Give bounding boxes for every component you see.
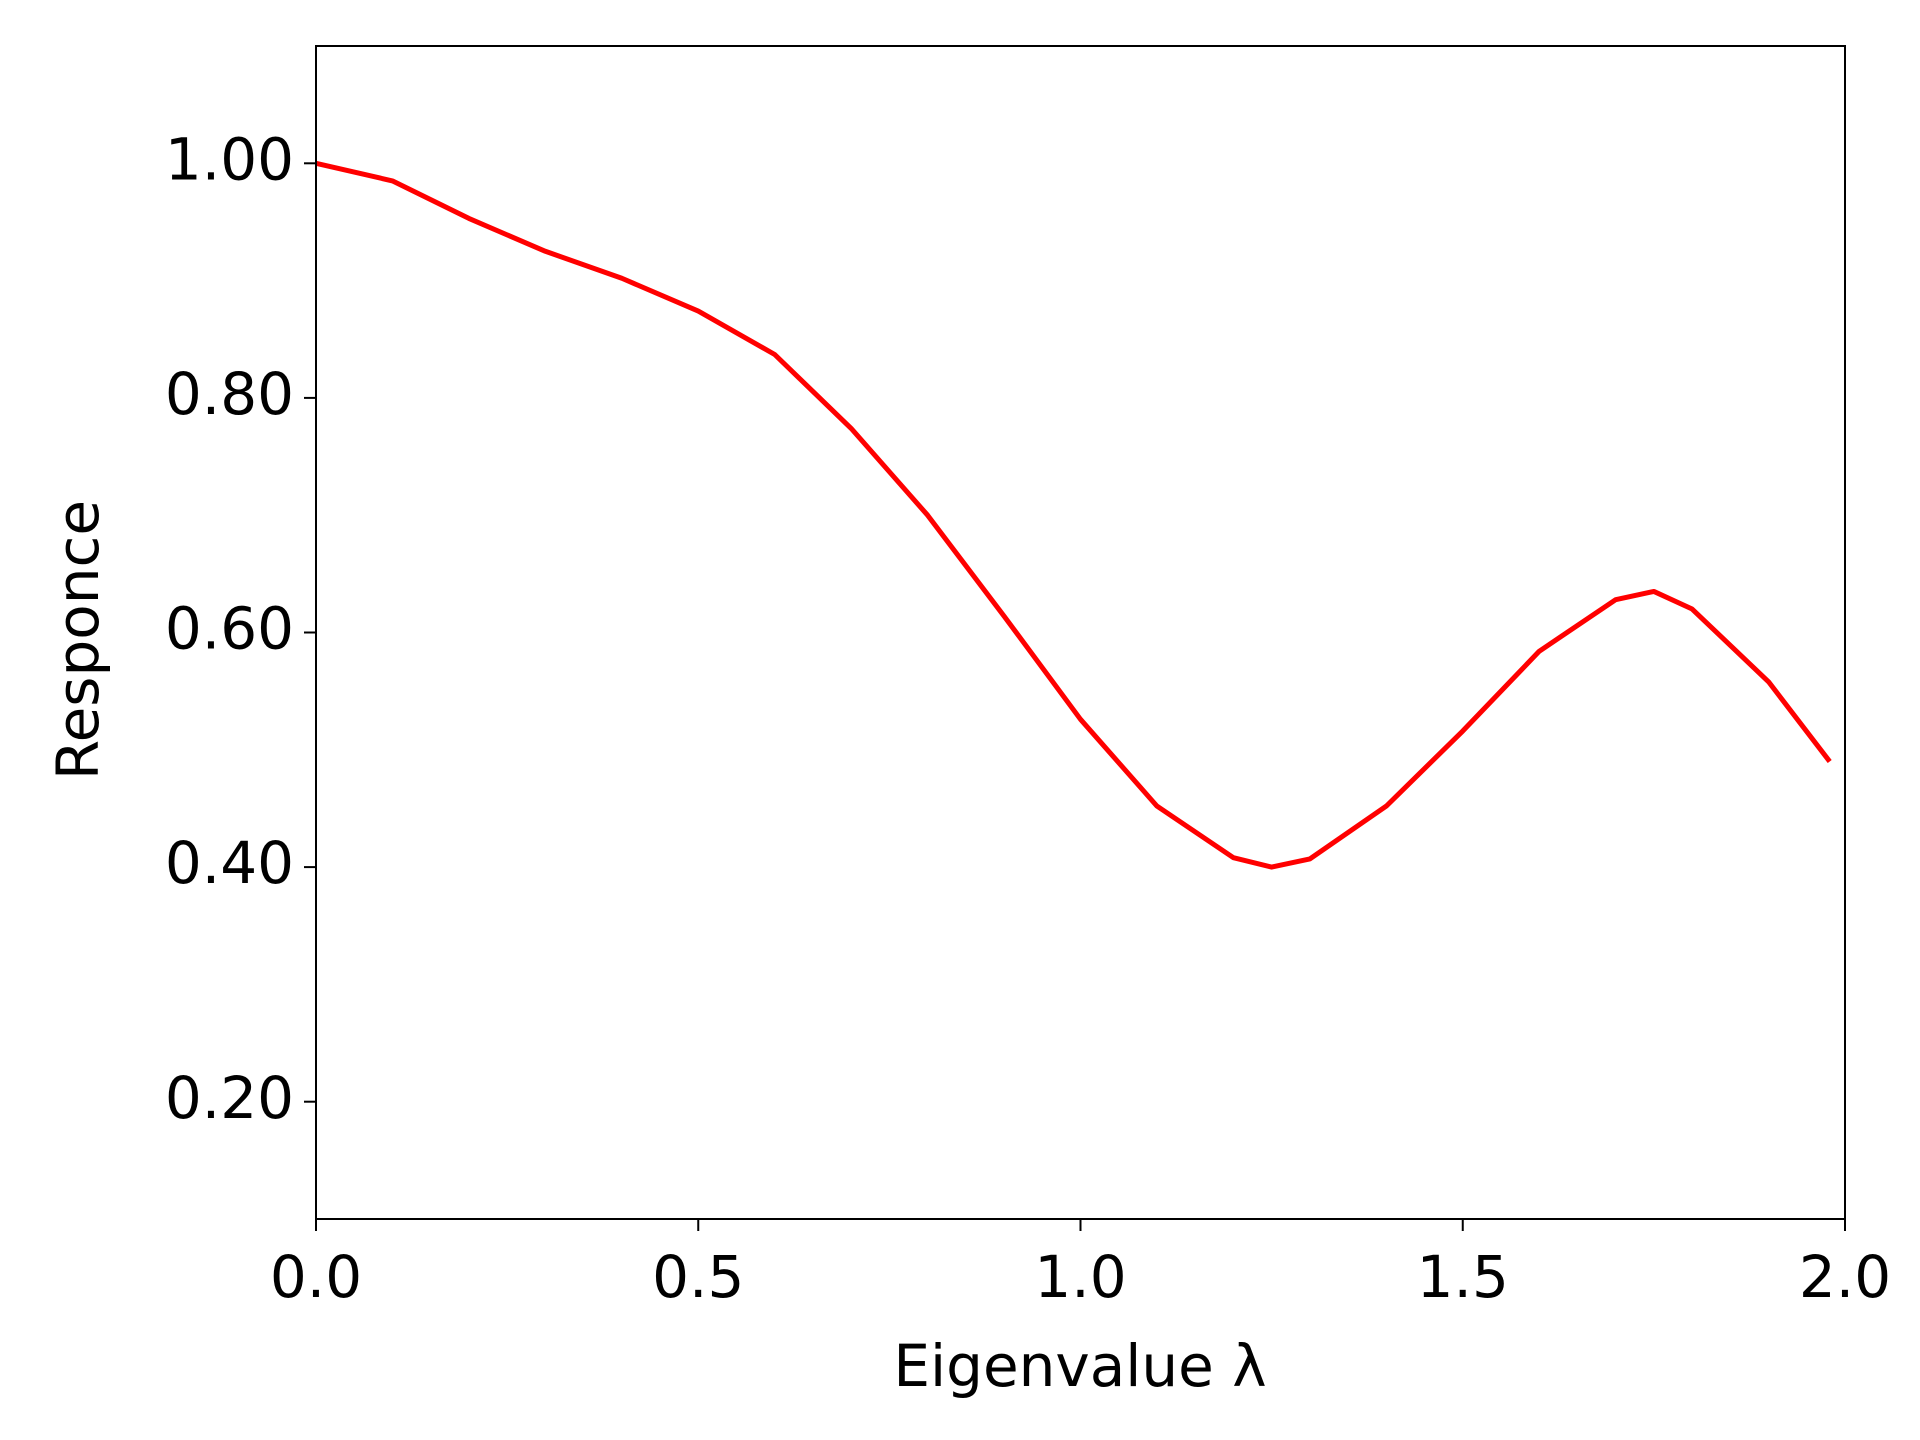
x-tick-label: 0.5 bbox=[652, 1243, 744, 1311]
y-tick-label: 1.00 bbox=[165, 125, 294, 193]
line-series bbox=[315, 160, 1832, 870]
y-tick-label: 0.80 bbox=[165, 360, 294, 428]
x-tick-label: 1.0 bbox=[1034, 1243, 1126, 1311]
x-tick-label: 1.5 bbox=[1417, 1243, 1509, 1311]
y-axis-label: Responce bbox=[44, 500, 112, 780]
x-axis-label: Eigenvalue λ bbox=[893, 1332, 1266, 1400]
x-tick-label: 0.0 bbox=[270, 1243, 362, 1311]
y-tick-label: 0.60 bbox=[165, 595, 294, 663]
y-tick-label: 0.40 bbox=[165, 829, 294, 897]
y-tick-label: 0.20 bbox=[165, 1064, 294, 1132]
x-tick-label: 2.0 bbox=[1799, 1243, 1891, 1311]
plot-frame bbox=[315, 45, 1846, 1220]
